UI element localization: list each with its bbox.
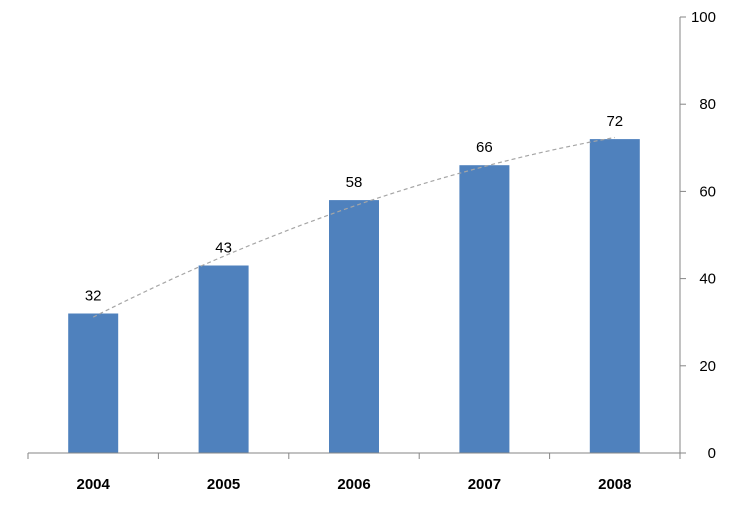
bar-2005 (198, 265, 249, 453)
y-tick-label-80: 80 (699, 96, 716, 113)
y-tick-label-100: 100 (691, 9, 716, 26)
x-tick-label-2004: 2004 (77, 476, 111, 493)
x-tick-label-2006: 2006 (337, 476, 370, 493)
data-label-2007: 66 (476, 139, 493, 156)
bars-group (68, 139, 640, 453)
data-labels-group: 32 43 58 66 72 (85, 113, 623, 304)
bar-2008 (589, 139, 640, 453)
y-axis: 0 20 40 60 80 100 (679, 9, 716, 462)
x-tick-label-2005: 2005 (207, 476, 240, 493)
y-tick-label-20: 20 (699, 358, 716, 375)
y-tick-label-40: 40 (699, 271, 716, 288)
data-label-2004: 32 (85, 288, 102, 305)
x-tick-label-2007: 2007 (468, 476, 501, 493)
data-label-2006: 58 (346, 174, 363, 191)
bar-2004 (68, 313, 119, 453)
x-tick-label-2008: 2008 (598, 476, 631, 493)
bar-2007 (459, 165, 510, 453)
bar-2006 (329, 200, 379, 453)
data-label-2008: 72 (606, 113, 623, 130)
x-axis: 2004 2005 2006 2007 2008 (27, 452, 681, 493)
trendline (92, 136, 615, 318)
y-tick-label-60: 60 (699, 183, 716, 200)
data-label-2005: 43 (215, 240, 232, 257)
y-tick-label-0: 0 (708, 445, 716, 462)
